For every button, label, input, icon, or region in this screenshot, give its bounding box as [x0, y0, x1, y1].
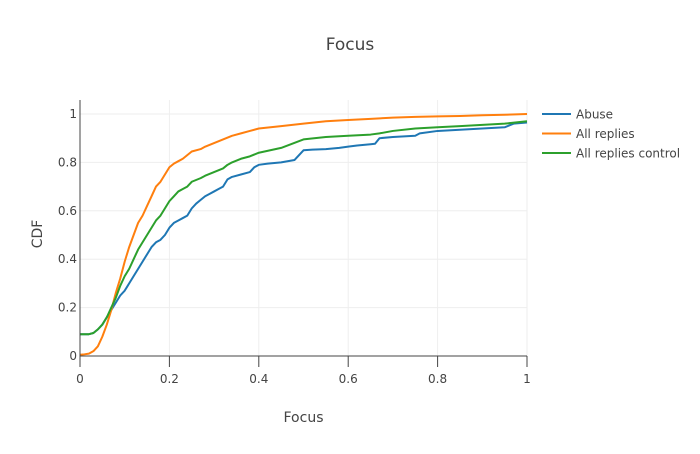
x-tick-label: 0.4: [249, 372, 268, 386]
chart-title: Focus: [326, 35, 375, 55]
x-axis-title: Focus: [284, 410, 324, 426]
x-tick-label: 0.8: [428, 372, 447, 386]
legend-item-abuse[interactable]: Abuse: [542, 108, 613, 122]
y-tick-label: 0.4: [58, 252, 77, 266]
legend[interactable]: Abuse All replies All replies control: [542, 108, 680, 161]
x-tick-label: 0.2: [160, 372, 179, 386]
y-tick-label: 0.6: [58, 204, 77, 218]
x-tick-label: 0.6: [339, 372, 358, 386]
series-line-all-replies-control[interactable]: [80, 120, 528, 336]
x-tick-label: 0: [76, 372, 84, 386]
series-layer: [79, 113, 528, 356]
grid-layer: [79, 100, 528, 357]
y-tick-label: 0.2: [58, 301, 77, 315]
axis-layer: 0 0.2 0.4 0.6 0.8 1 0 0.2 0.4 0.6 0.8 1: [58, 100, 531, 386]
y-axis-title: CDF: [30, 220, 46, 249]
legend-label: Abuse: [576, 108, 613, 122]
series-line-abuse[interactable]: [80, 121, 528, 336]
y-tick-label: 1: [69, 107, 77, 121]
legend-item-all-replies[interactable]: All replies: [542, 127, 635, 141]
legend-label: All replies control: [576, 147, 680, 161]
legend-label: All replies: [576, 127, 635, 141]
x-tick-label: 1: [523, 372, 531, 386]
legend-item-all-replies-control[interactable]: All replies control: [542, 147, 680, 161]
y-tick-label: 0: [69, 349, 77, 363]
y-tick-label: 0.8: [58, 155, 77, 169]
